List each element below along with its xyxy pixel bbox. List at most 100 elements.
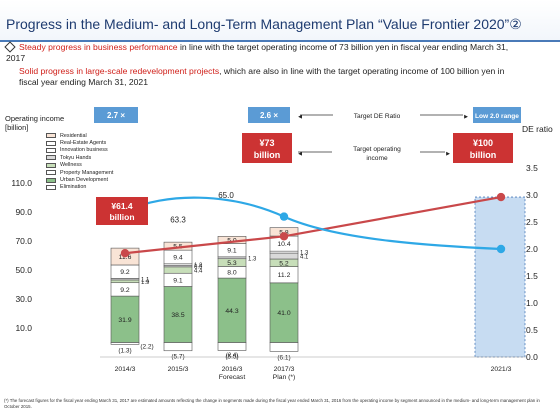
legend-swatch: [46, 162, 56, 168]
segment-label: 9.2: [120, 287, 130, 294]
segment-label: 1.1: [141, 278, 150, 284]
slide-title: Progress in the Medium- and Long-Term Ma…: [6, 16, 522, 32]
de-callout-2021: [473, 107, 521, 123]
total-label: 65.0: [218, 191, 234, 200]
segment-label: 38.5: [171, 312, 184, 319]
oi-callout-2021: [453, 133, 513, 163]
segment-label: 10.4: [277, 241, 290, 248]
oi-callout-2021-unit: billion: [470, 150, 497, 160]
footnote: (*) The forecast figures for the fiscal …: [4, 398, 540, 409]
segment-label: 1.2: [194, 263, 203, 269]
category-label: 2017/3: [274, 366, 295, 373]
left-axis-title: Operating income [billion]: [5, 114, 65, 132]
category-label: 2016/3: [222, 366, 243, 373]
chart-legend: Residential Real-Estate Agents Innovation …: [46, 132, 113, 191]
legend-item: Elimination: [46, 184, 113, 191]
de-callout-2017: [248, 107, 290, 123]
legend-label: Urban Development: [60, 177, 108, 184]
bullet-1: Steady progress in business performance …: [4, 41, 526, 64]
legend-item: Urban Development: [46, 176, 113, 183]
arrow-left-icon: ◀: [298, 151, 302, 157]
legend-label: Elimination: [60, 184, 87, 191]
oi-callout-2014: [96, 197, 148, 225]
bullet-1-text: in line with the target operating income…: [6, 42, 509, 63]
left-tick-label: 50.0: [15, 264, 32, 275]
left-tick-label: 110.0: [11, 177, 32, 188]
segment-label: 1.3: [300, 251, 309, 257]
legend-item: Tokyu Hands: [46, 154, 113, 161]
elimination-segment: [217, 342, 247, 351]
legend-swatch: [46, 155, 56, 161]
de-callout-2021-text: Low 2.0 range: [475, 113, 519, 120]
urban-development-segment: [217, 277, 247, 343]
target-oi-label: income: [366, 155, 388, 162]
legend-swatch: [46, 177, 56, 183]
segment-label: 4.4: [194, 269, 203, 275]
segment-label: 9.1: [173, 277, 183, 284]
legend-item: Real-Estate Agents: [46, 139, 113, 146]
right-tick-label: 0.0: [526, 352, 538, 362]
bullet-1-highlight: Steady progress in business performance: [19, 42, 178, 52]
operating-income-marker: [496, 192, 506, 202]
elimination-label: (1.3): [118, 347, 131, 354]
category-label: Forecast: [219, 374, 246, 381]
arrow-right-icon: ▶: [446, 151, 450, 157]
extra-label: (2.2): [140, 344, 153, 351]
right-tick-label: 0.5: [526, 325, 538, 335]
segment-label: 9.4: [173, 254, 183, 261]
legend-label: Property Management: [60, 169, 114, 176]
elimination-segment: [163, 342, 193, 352]
tokyu-hands-segment: [269, 252, 299, 260]
bullet-2: Solid progress in large-scale redevelopm…: [19, 66, 519, 88]
category-label: 2021/3: [491, 366, 512, 373]
segment-label: 0.9: [194, 265, 203, 271]
right-tick-label: 1.5: [526, 271, 538, 281]
segment-label: 5.2: [279, 260, 289, 267]
segment-label: 1.9: [141, 280, 150, 286]
segment-label: 8.0: [227, 270, 237, 277]
title-bar: Progress in the Medium- and Long-Term Ma…: [0, 0, 560, 42]
right-tick-label: 2.0: [526, 244, 538, 254]
de-callout-2014-text: 2.7 ×: [107, 111, 125, 120]
left-tick-label: 90.0: [15, 206, 32, 217]
legend-swatch: [46, 184, 56, 190]
legend-swatch: [46, 140, 56, 146]
arrow-right-icon: ▶: [464, 114, 468, 120]
target-oi-label: Target operating: [353, 146, 401, 153]
legend-label: Real-Estate Agents: [60, 140, 107, 147]
legend-label: Tokyu Hands: [60, 154, 92, 161]
left-tick-label: 70.0: [15, 235, 32, 246]
oi-callout-2017-value: ¥73: [259, 138, 274, 148]
right-axis-title: DE ratio: [522, 124, 553, 134]
de-callout-2014: [94, 107, 138, 123]
projection-bar-2021: [474, 196, 526, 358]
right-tick-label: 3.5: [526, 163, 538, 173]
arrow-left-icon: ◀: [298, 114, 302, 120]
left-tick-label: 10.0: [15, 322, 32, 333]
wellness-segment: [163, 266, 193, 274]
oi-callout-2014-value: ¥61.4: [111, 201, 133, 211]
elimination-segment: [269, 342, 299, 352]
right-tick-label: 1.0: [526, 298, 538, 308]
segment-label: 1.3: [248, 256, 257, 262]
segment-label: 5.3: [227, 260, 237, 267]
urban-development-segment: [110, 295, 140, 343]
right-tick-label: 3.0: [526, 190, 538, 200]
wellness-segment: [110, 279, 140, 284]
category-label: Plan (*): [273, 374, 296, 381]
legend-label: Residential: [60, 132, 87, 139]
legend-label: Innovation business: [60, 147, 108, 154]
segment-label: 4.1: [300, 255, 309, 261]
segment-label: 11.6: [119, 254, 132, 261]
right-tick-label: 2.5: [526, 217, 538, 227]
bullet-2-highlight: Solid progress in large-scale redevelopm…: [19, 66, 220, 76]
left-tick-label: 30.0: [15, 293, 32, 304]
extra-label: (2.4): [226, 353, 238, 359]
de-callout-2017-text: 2.6 ×: [260, 111, 278, 120]
segment-label: 41.0: [277, 310, 290, 317]
segment-label: 9.1: [227, 248, 237, 255]
legend-swatch: [46, 170, 56, 176]
segment-label: 9.2: [120, 269, 130, 276]
